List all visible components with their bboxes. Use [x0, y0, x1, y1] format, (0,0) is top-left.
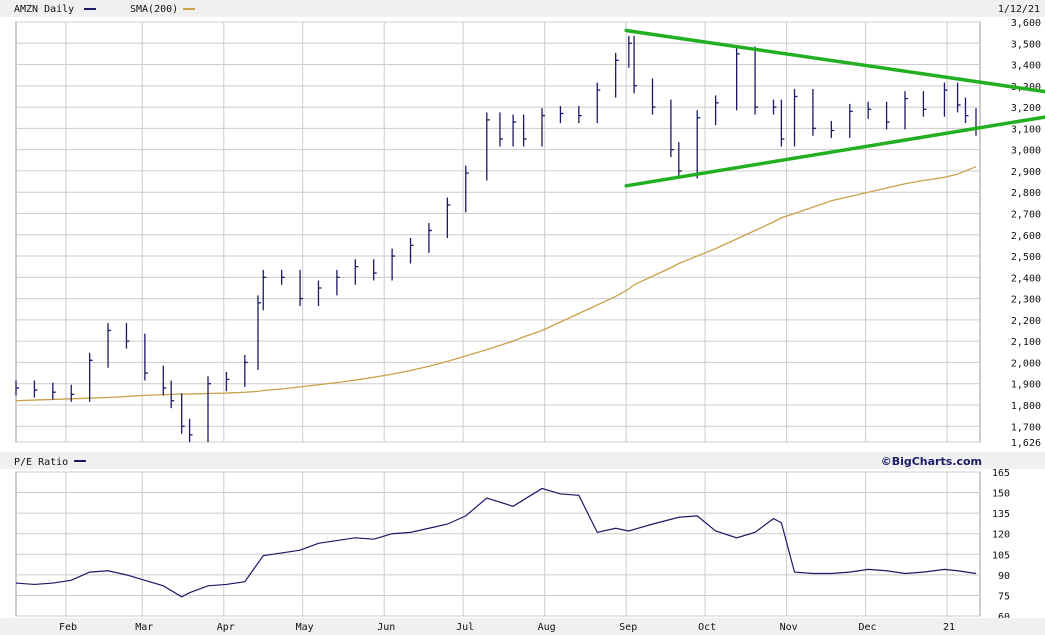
month-label: Jun — [377, 622, 395, 633]
brand-label: ©BigCharts.com — [881, 455, 982, 468]
month-label: Dec — [859, 622, 877, 633]
price-tick-label: 1,800 — [1011, 401, 1041, 412]
price-tick-label: 2,400 — [1011, 273, 1041, 284]
support-trendline — [624, 115, 1045, 188]
month-label: Sep — [619, 622, 637, 633]
symbol-label: AMZN Daily — [14, 4, 74, 15]
sma-label: SMA(200) — [130, 4, 178, 15]
x-axis: Feb Mar Apr May Jun Jul Aug Sep Oct Nov Dec 21 — [59, 622, 955, 633]
pe-tick-label: 60 — [998, 612, 1010, 623]
month-label: Mar — [135, 622, 153, 633]
price-tick-label: 3,600 — [1011, 18, 1041, 29]
price-grid — [16, 21, 980, 443]
price-tick-label: 2,500 — [1011, 252, 1041, 263]
pe-y-axis: 60 75 90 105 120 135 150 165 — [992, 468, 1010, 623]
lower-header-strip — [0, 452, 1045, 469]
price-tick-label: 2,700 — [1011, 209, 1041, 220]
month-label: May — [296, 622, 314, 633]
month-label: Aug — [538, 622, 556, 633]
pe-tick-label: 120 — [992, 530, 1010, 541]
price-tick-label: 2,600 — [1011, 231, 1041, 242]
pe-tick-label: 135 — [992, 509, 1010, 520]
pe-tick-label: 150 — [992, 489, 1010, 500]
pe-panel: 60 75 90 105 120 135 150 165 — [15, 468, 1010, 623]
price-tick-label: 3,500 — [1011, 39, 1041, 50]
pe-plot-area — [15, 471, 981, 617]
month-label: Nov — [780, 622, 798, 633]
price-tick-label: 3,100 — [1011, 124, 1041, 135]
price-tick-label: 3,200 — [1011, 103, 1041, 114]
pe-tick-label: 75 — [998, 591, 1010, 602]
price-tick-label: 1,900 — [1011, 380, 1041, 391]
price-y-axis: 1,626 1,700 1,800 1,900 2,000 2,100 2,200 2,300… — [1011, 18, 1041, 449]
pe-series-layer — [15, 487, 977, 598]
price-tick-label: 1,626 — [1011, 438, 1041, 449]
month-label: Oct — [698, 622, 716, 633]
pe-grid — [16, 471, 980, 617]
price-tick-label: 2,000 — [1011, 358, 1041, 369]
pe-title: P/E Ratio — [14, 457, 68, 468]
date-label: 1/12/21 — [998, 4, 1040, 15]
x-axis-strip — [0, 618, 1045, 635]
sma-200-line — [15, 166, 977, 402]
header-strip — [0, 0, 1045, 17]
pe-tick-label: 165 — [992, 468, 1010, 479]
price-tick-label: 2,800 — [1011, 188, 1041, 199]
price-plot-area — [15, 21, 981, 443]
price-tick-label: 3,400 — [1011, 61, 1041, 72]
month-label: Apr — [217, 622, 235, 633]
price-tick-label: 1,700 — [1011, 422, 1041, 433]
price-tick-label: 2,300 — [1011, 295, 1041, 306]
price-tick-label: 2,100 — [1011, 337, 1041, 348]
month-label: Jul — [456, 622, 474, 633]
pe-tick-label: 105 — [992, 550, 1010, 561]
month-label: Feb — [59, 622, 77, 633]
pe-tick-label: 90 — [998, 571, 1010, 582]
resistance-trendline — [624, 28, 1045, 94]
month-label: 21 — [943, 622, 955, 633]
price-tick-label: 2,900 — [1011, 167, 1041, 178]
price-tick-label: 3,000 — [1011, 146, 1041, 157]
price-series-layer — [15, 28, 1045, 443]
price-tick-label: 2,200 — [1011, 316, 1041, 327]
price-panel: 1,626 1,700 1,800 1,900 2,000 2,100 2,200 2,300… — [15, 18, 1045, 449]
pe-ratio-line — [15, 487, 977, 598]
